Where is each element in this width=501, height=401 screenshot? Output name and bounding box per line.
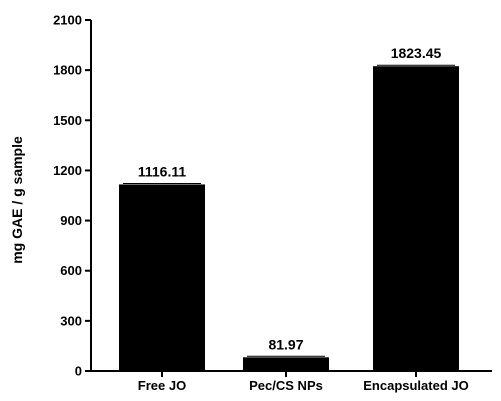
data-label: 1823.45 — [391, 45, 442, 61]
y-tick-label: 900 — [60, 213, 82, 228]
x-axis: Free JO Pec/CS NPs Encapsulated JO — [91, 370, 492, 393]
x-tick-label: Pec/CS NPs — [249, 378, 323, 393]
bar — [119, 184, 205, 371]
data-label: 81.97 — [268, 336, 303, 352]
data-labels-group: 1116.11 81.97 1823.45 — [138, 45, 442, 352]
y-tick-label: 300 — [60, 313, 82, 328]
bar — [373, 66, 459, 371]
bar — [243, 357, 329, 371]
data-label: 1116.11 — [138, 163, 187, 179]
x-tick-label: Encapsulated JO — [363, 378, 468, 393]
y-tick-label: 600 — [60, 263, 82, 278]
x-tick-label: Free JO — [138, 378, 186, 393]
y-axis-title: mg GAE / g sample — [9, 136, 25, 264]
y-tick-label: 1500 — [53, 113, 82, 128]
y-axis: 0 300 600 900 1200 1500 1800 2100 — [53, 13, 92, 379]
y-tick-label: 1200 — [53, 163, 82, 178]
y-tick-label: 0 — [75, 364, 82, 379]
bars-group — [119, 64, 459, 371]
y-tick-label: 2100 — [53, 13, 82, 28]
y-tick-label: 1800 — [53, 63, 82, 78]
